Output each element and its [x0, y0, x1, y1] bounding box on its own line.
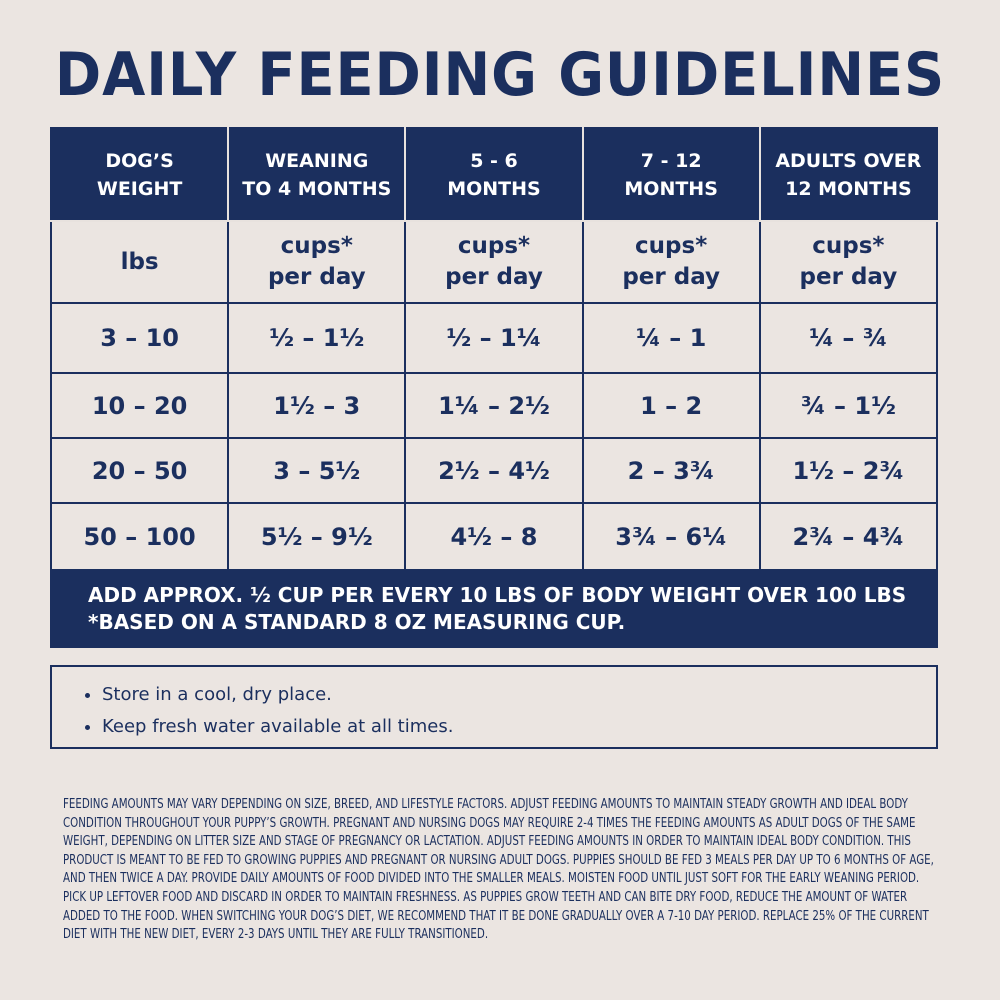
unit-cell: cups* per day: [404, 220, 584, 304]
data-cell: 2½ – 4½: [404, 437, 584, 504]
footer-line: *BASED ON A STANDARD 8 OZ MEASURING CUP.: [88, 609, 626, 634]
cell-line: WEANING: [265, 149, 369, 172]
data-cell: ½ – 1½: [227, 302, 407, 374]
column-header: 7 - 12 MONTHS: [581, 127, 761, 222]
cell-line: cups*: [812, 233, 885, 259]
cell-line: per day: [267, 264, 366, 290]
cell-line: 5 - 6: [470, 149, 518, 172]
data-cell: 1½ – 3: [227, 372, 407, 439]
cell-line: MONTHS: [624, 177, 718, 200]
data-cell: 1¼ – 2½: [404, 372, 584, 439]
data-row: 50 – 100 5½ – 9½ 4½ – 8 3¾ – 6¼ 2¾ – 4¾: [49, 502, 939, 571]
cell-line: WEIGHT: [96, 177, 183, 200]
column-header: DOG’S WEIGHT: [49, 127, 230, 222]
footer-cell: ADD APPROX. ½ CUP PER EVERY 10 LBS OF BO…: [50, 569, 938, 648]
tips-list: Store in a cool, dry place.Keep fresh wa…: [52, 679, 936, 743]
cell-line: cups*: [635, 233, 708, 259]
unit-cell: lbs: [49, 220, 230, 304]
cell-line: per day: [622, 264, 720, 290]
cell-line: lbs: [120, 248, 159, 275]
unit-cell: cups* per day: [227, 220, 407, 304]
cell-line: 12 MONTHS: [785, 177, 912, 200]
data-cell: ¼ – ¾: [758, 302, 939, 374]
unit-cell: cups* per day: [758, 220, 939, 304]
cell-line: cups*: [457, 233, 531, 259]
cell-line: DOG’S: [105, 149, 174, 172]
unit-row: lbs cups* per day cups* per day cups* per day c…: [49, 220, 939, 304]
feeding-table: DOG’S WEIGHT WEANING TO 4 MONTHS 5 - 6 MONTHS…: [49, 127, 939, 648]
cell-line: cups*: [280, 233, 353, 259]
cell-line: per day: [799, 264, 898, 290]
cell-line: TO 4 MONTHS: [242, 177, 392, 200]
data-cell: 50 – 100: [49, 502, 230, 571]
data-cell: ¼ – 1: [581, 302, 761, 374]
tip: Keep fresh water available at all times.: [102, 711, 936, 743]
footer-row: ADD APPROX. ½ CUP PER EVERY 10 LBS OF BO…: [50, 569, 938, 648]
title: DAILY FEEDING GUIDELINES: [54, 40, 946, 110]
footer-line: ADD APPROX. ½ CUP PER EVERY 10 LBS OF BO…: [88, 582, 907, 607]
data-cell: 1½ – 2¾: [758, 437, 939, 504]
cell-line: ADULTS OVER: [775, 149, 922, 172]
unit-cell: cups* per day: [581, 220, 761, 304]
data-cell: 5½ – 9½: [227, 502, 407, 571]
tips-box: Store in a cool, dry place.Keep fresh wa…: [50, 665, 938, 749]
cell-line: per day: [445, 264, 543, 290]
header-row: DOG’S WEIGHT WEANING TO 4 MONTHS 5 - 6 MONTHS…: [49, 127, 939, 222]
data-row: 20 – 50 3 – 5½ 2½ – 4½ 2 – 3¾ 1½ – 2¾: [49, 437, 939, 504]
data-cell: 20 – 50: [49, 437, 230, 504]
data-cell: 2¾ – 4¾: [758, 502, 939, 571]
column-header: WEANING TO 4 MONTHS: [227, 127, 407, 222]
data-cell: 2 – 3¾: [581, 437, 761, 504]
data-cell: 1 – 2: [581, 372, 761, 439]
data-cell: ¾ – 1½: [758, 372, 939, 439]
column-header: 5 - 6 MONTHS: [404, 127, 584, 222]
fine-print: FEEDING AMOUNTS MAY VARY DEPENDING ON SI…: [63, 796, 934, 943]
tip: Store in a cool, dry place.: [102, 679, 936, 711]
data-cell: ½ – 1¼: [404, 302, 584, 374]
data-cell: 4½ – 8: [404, 502, 584, 571]
data-cell: 10 – 20: [49, 372, 230, 439]
cell-line: 7 - 12: [640, 149, 702, 172]
data-cell: 3 – 5½: [227, 437, 407, 504]
cell-line: MONTHS: [447, 177, 541, 200]
data-cell: 3 – 10: [49, 302, 230, 374]
column-header: ADULTS OVER 12 MONTHS: [758, 127, 939, 222]
data-cell: 3¾ – 6¼: [581, 502, 761, 571]
